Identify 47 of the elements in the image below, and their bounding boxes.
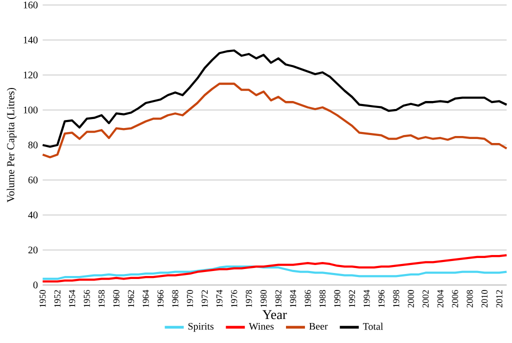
legend-label: Beer xyxy=(309,322,328,330)
y-tick-label: 40 xyxy=(28,212,38,218)
x-tick-label: 1974 xyxy=(216,290,222,308)
legend-label: Wines xyxy=(248,322,274,330)
x-tick-label: 1998 xyxy=(393,290,400,308)
y-tick-label: 80 xyxy=(28,142,38,148)
y-tick-label: 120 xyxy=(24,72,38,78)
x-tick-label: 1976 xyxy=(231,290,238,308)
legend-label: Total xyxy=(362,322,384,330)
x-tick-label: 1988 xyxy=(319,290,326,308)
y-tick-label: 100 xyxy=(24,106,38,114)
x-tick-label: 2010 xyxy=(481,290,488,308)
y-tick-label: 160 xyxy=(24,2,38,8)
x-tick-label: 1990 xyxy=(334,290,340,308)
x-tick-label: 1962 xyxy=(128,290,134,308)
x-tick-label: 1968 xyxy=(172,290,178,308)
x-tick-label: 2012 xyxy=(496,290,502,308)
x-tick-label: 1978 xyxy=(246,290,252,308)
y-tick-label: 0 xyxy=(33,282,38,288)
x-tick-label: 2002 xyxy=(422,290,429,308)
x-tick-label: 1986 xyxy=(304,290,311,308)
x-tick-label: 1954 xyxy=(69,290,76,308)
x-tick-label: 1966 xyxy=(157,290,164,308)
x-tick-label: 1980 xyxy=(260,290,267,308)
y-tick-label: 140 xyxy=(24,36,38,44)
x-tick-label: 1960 xyxy=(113,290,120,308)
y-tick-label: 60 xyxy=(28,176,38,184)
x-tick-label: 1952 xyxy=(54,290,60,308)
x-tick-label: 1992 xyxy=(348,290,356,308)
x-tick-label: 2000 xyxy=(408,290,414,308)
x-tick-label: 1956 xyxy=(84,290,90,308)
x-tick-label: 1964 xyxy=(142,290,149,308)
x-tick-label: 2004 xyxy=(437,290,444,308)
x-tick-label: 1984 xyxy=(290,290,296,308)
y-axis-title: Volume Per Capita (Litres) xyxy=(6,88,16,202)
legend-label: Spirits xyxy=(188,322,214,332)
y-tick-label: 20 xyxy=(28,246,38,254)
x-tick-label: 1958 xyxy=(98,290,105,308)
x-tick-label: 1982 xyxy=(275,290,282,308)
x-axis-title: Year xyxy=(262,310,287,320)
x-tick-label: 1994 xyxy=(364,290,370,308)
x-tick-label: 1970 xyxy=(186,290,194,308)
x-tick-label: 1950 xyxy=(40,290,46,308)
x-tick-label: 1972 xyxy=(202,290,208,308)
x-tick-label: 2006 xyxy=(452,290,458,308)
x-tick-label: 1996 xyxy=(378,290,384,308)
x-tick-label: 2008 xyxy=(466,290,473,308)
